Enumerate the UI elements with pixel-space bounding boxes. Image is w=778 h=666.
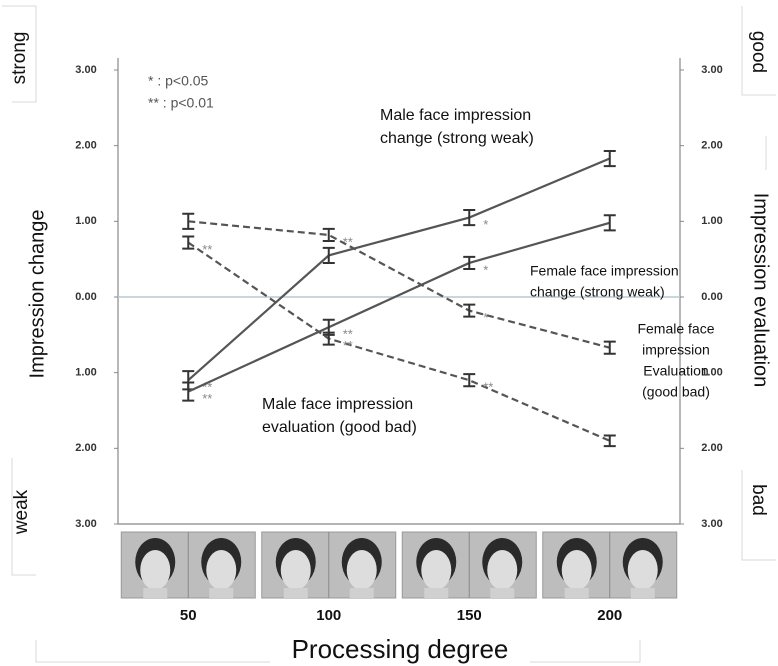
error-bar: [322, 246, 335, 264]
frame: [2, 5, 37, 103]
face: [140, 550, 171, 590]
error-bar: [463, 208, 476, 227]
error-bar: [182, 212, 195, 230]
y-tick-label: 3.00: [75, 64, 96, 76]
neck: [143, 588, 168, 598]
annotation: Male face impression: [380, 107, 531, 124]
significance-label: *: [483, 310, 488, 325]
neck: [490, 588, 515, 598]
face: [206, 550, 237, 590]
y-tick-label: 3.00: [75, 518, 96, 530]
face: [280, 550, 311, 590]
significance-label: *: [483, 262, 488, 277]
error-bar: [463, 373, 476, 388]
error-bar: [182, 381, 195, 402]
y-tick-label: 2.00: [75, 140, 96, 152]
sig-legend: ** : p<0.01: [148, 95, 214, 111]
series-line: [187, 157, 611, 382]
significance-label: **: [202, 391, 212, 406]
neck: [349, 588, 374, 598]
y-tick-label: 1.00: [75, 367, 96, 379]
neck: [424, 588, 449, 598]
y2-bottom-label: bad: [748, 484, 769, 516]
face-panels: [120, 531, 678, 599]
annotation: Evaluation: [643, 363, 708, 379]
x-tick-label: 50: [180, 607, 197, 624]
y2-tick-label: 1.00: [701, 215, 722, 227]
face: [346, 550, 377, 590]
neck: [630, 588, 655, 598]
frame: [35, 640, 641, 663]
neck: [209, 588, 234, 598]
series-line: [187, 241, 611, 442]
x-tick-label: 150: [457, 607, 482, 624]
annotation: change (strong weak): [380, 130, 534, 147]
significance-label: **: [202, 242, 212, 257]
x-tick-label: 100: [316, 607, 341, 624]
significance-label: *: [483, 217, 488, 232]
annotation: impression: [642, 342, 710, 358]
side-frames: [2, 5, 776, 663]
y2-tick-label: 2.00: [701, 140, 722, 152]
x-tick-label: 200: [597, 607, 622, 624]
error-bar: [182, 235, 195, 250]
face: [421, 550, 452, 590]
annotation: (good bad): [642, 384, 710, 400]
significance-label: **: [483, 380, 493, 395]
y-tick-label: 0.00: [75, 291, 96, 303]
x-axis-label: Processing degree: [292, 634, 509, 664]
annotation: Female face impression: [530, 263, 679, 279]
error-bar: [463, 303, 476, 318]
annotation: evaluation (good bad): [262, 419, 417, 436]
error-bar: [603, 149, 616, 168]
y2-tick-label: 3.00: [701, 64, 722, 76]
frame: [11, 458, 36, 576]
series-line: [187, 221, 611, 393]
neck: [564, 588, 589, 598]
significance-label: **: [343, 327, 353, 342]
y2-axis-label: Impression evaluation: [750, 193, 772, 388]
face: [561, 550, 592, 590]
significance-label: **: [202, 380, 212, 395]
sig-legend: * : p<0.05: [148, 73, 209, 89]
y-bottom-label: weak: [11, 489, 32, 535]
annotation: Female face: [637, 321, 714, 337]
y2-tick-label: 3.00: [701, 518, 722, 530]
significance-label: **: [343, 234, 353, 249]
y2-top-label: good: [748, 31, 769, 73]
error-bar: [603, 340, 616, 355]
significance-label: **: [343, 338, 353, 353]
error-bar: [463, 255, 476, 271]
annotation: change (strong weak): [530, 284, 665, 300]
frame: [741, 136, 776, 561]
face: [487, 550, 518, 590]
error-bar: [603, 214, 616, 232]
neck: [283, 588, 308, 598]
face: [627, 550, 658, 590]
error-bar: [322, 227, 335, 243]
y-top-label: strong: [9, 32, 30, 85]
y2-tick-label: 2.00: [701, 442, 722, 454]
frame: [741, 6, 776, 96]
y-tick-label: 2.00: [75, 442, 96, 454]
series-line: [188, 220, 611, 349]
y2-tick-label: 0.00: [701, 291, 722, 303]
error-bar: [322, 331, 335, 346]
y-axis-label: Impression change: [26, 210, 48, 379]
error-bar: [603, 434, 616, 448]
annotation: Male face impression: [262, 396, 413, 413]
y2-tick-label: 1.00: [701, 367, 722, 379]
y-tick-label: 1.00: [75, 215, 96, 227]
